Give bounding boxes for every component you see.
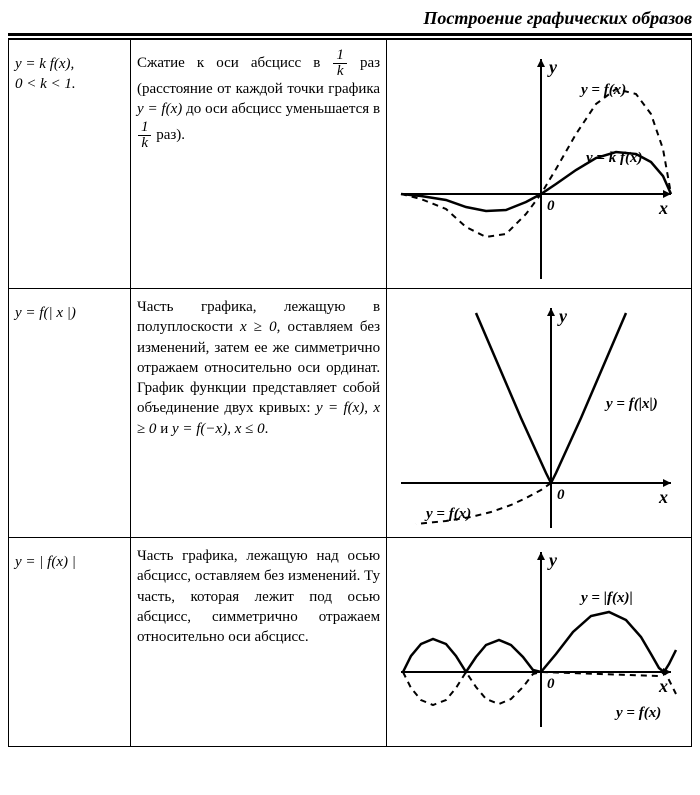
svg-text:x: x [658, 676, 668, 696]
description-cell: Часть графика, лежащую над осью абсцисс,… [130, 538, 386, 747]
formula-cell: y = f(| x |) [9, 289, 131, 538]
chart: y = f(x) y = k f(x) x y 0 [391, 44, 681, 284]
svg-text:x: x [658, 487, 668, 507]
svg-text:y: y [557, 306, 568, 326]
svg-text:y = |f(x)|: y = |f(x)| [579, 590, 633, 606]
svg-text:y: y [547, 57, 558, 77]
table-row: y = | f(x) |Часть графика, лежащую над о… [9, 538, 692, 747]
graph-cell: y = f(x) y = k f(x) x y 0 [387, 40, 692, 289]
svg-text:y = k f(x): y = k f(x) [584, 150, 642, 166]
svg-text:0: 0 [547, 676, 555, 692]
svg-text:y: y [547, 550, 558, 570]
svg-text:0: 0 [557, 487, 565, 503]
svg-text:x: x [658, 198, 668, 218]
page-title: Построение графических образов [8, 8, 692, 29]
svg-text:y = f(x): y = f(x) [424, 506, 471, 522]
svg-text:y = f(x): y = f(x) [614, 705, 661, 721]
chart: y = |f(x)| y = f(x) x y 0 [391, 542, 681, 742]
description-cell: Часть графика, лежащую в полуплоскости x… [130, 289, 386, 538]
description-cell: Сжатие к оси абсцисс в 1k раз (расстояни… [130, 40, 386, 289]
svg-text:0: 0 [547, 198, 555, 214]
table-row: y = k f(x),0 < k < 1.Сжатие к оси абсцис… [9, 40, 692, 289]
table-row: y = f(| x |)Часть графика, лежащую в пол… [9, 289, 692, 538]
formula-cell: y = k f(x),0 < k < 1. [9, 40, 131, 289]
svg-text:y = f(|x|): y = f(|x|) [604, 396, 658, 412]
transforms-table: y = k f(x),0 < k < 1.Сжатие к оси абсцис… [8, 39, 692, 747]
formula-cell: y = | f(x) | [9, 538, 131, 747]
chart: y = f(|x|) y = f(x) x y 0 [391, 293, 681, 533]
graph-cell: y = f(|x|) y = f(x) x y 0 [387, 289, 692, 538]
graph-cell: y = |f(x)| y = f(x) x y 0 [387, 538, 692, 747]
svg-text:y = f(x): y = f(x) [579, 82, 626, 98]
